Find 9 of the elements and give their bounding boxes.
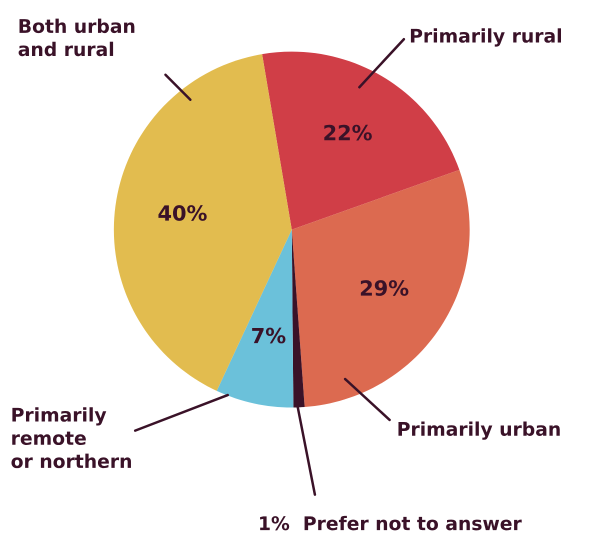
slice-label: Primarily rural [410,28,561,47]
data-label: 29% [360,280,408,296]
data-label: 40% [158,205,207,221]
slice-label: Primarily remote or northern [11,407,131,468]
slice-label: Both urban and rural [18,18,134,56]
slice-label: 1% Prefer not to answer [260,516,522,530]
data-label: 22% [324,124,372,140]
data-label: 7% [252,328,286,344]
slice-label: Primarily urban [398,421,560,440]
